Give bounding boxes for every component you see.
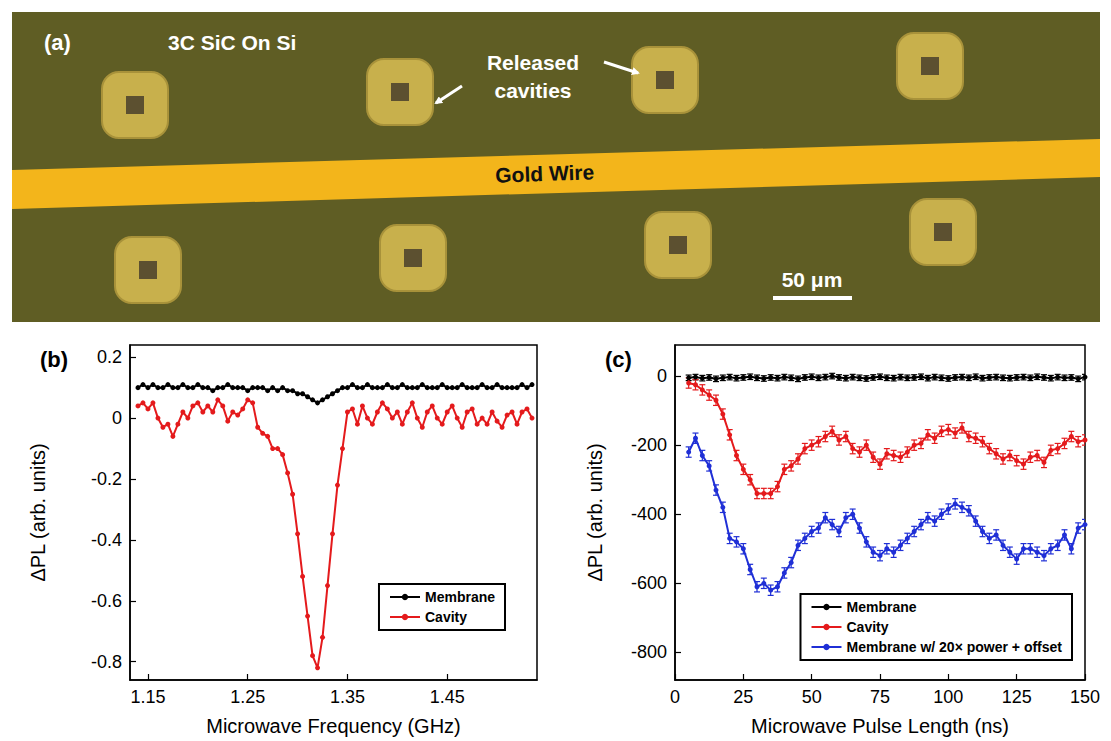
svg-text:Gold Wire: Gold Wire — [495, 160, 595, 186]
svg-text:150: 150 — [1070, 687, 1100, 707]
svg-text:100: 100 — [933, 687, 963, 707]
svg-text:75: 75 — [870, 687, 890, 707]
svg-text:(a): (a) — [44, 30, 71, 55]
svg-text:ΔPL (arb. units): ΔPL (arb. units) — [27, 443, 49, 581]
svg-text:Cavity: Cavity — [425, 609, 467, 625]
svg-text:0: 0 — [657, 366, 667, 386]
svg-text:125: 125 — [1002, 687, 1032, 707]
svg-text:0.2: 0.2 — [97, 347, 122, 367]
svg-text:0: 0 — [670, 687, 680, 707]
svg-text:Cavity: Cavity — [846, 619, 888, 635]
svg-text:0: 0 — [112, 408, 122, 428]
svg-text:3C SiC On Si: 3C SiC On Si — [168, 31, 296, 54]
svg-text:Microwave Frequency (GHz): Microwave Frequency (GHz) — [206, 715, 461, 737]
svg-text:1.35: 1.35 — [330, 687, 365, 707]
svg-text:(c): (c) — [605, 347, 632, 372]
svg-text:(b): (b) — [40, 347, 68, 372]
svg-text:Releasedcavities: Releasedcavities — [487, 51, 579, 102]
svg-text:50 μm: 50 μm — [782, 268, 843, 291]
svg-text:1.15: 1.15 — [130, 687, 165, 707]
svg-text:Microwave Pulse Length (ns): Microwave Pulse Length (ns) — [751, 715, 1009, 737]
svg-text:Membrane: Membrane — [846, 599, 916, 615]
svg-text:-0.6: -0.6 — [91, 591, 122, 611]
svg-text:1.25: 1.25 — [230, 687, 265, 707]
svg-text:-800: -800 — [631, 642, 667, 662]
svg-text:25: 25 — [733, 687, 753, 707]
svg-text:Membrane: Membrane — [425, 589, 495, 605]
svg-text:-0.4: -0.4 — [91, 530, 122, 550]
svg-text:-600: -600 — [631, 573, 667, 593]
svg-text:-0.8: -0.8 — [91, 652, 122, 672]
svg-text:50: 50 — [802, 687, 822, 707]
svg-text:-0.2: -0.2 — [91, 469, 122, 489]
svg-text:-200: -200 — [631, 435, 667, 455]
svg-text:-400: -400 — [631, 504, 667, 524]
svg-text:Membrane w/ 20× power + offset: Membrane w/ 20× power + offset — [846, 639, 1062, 655]
svg-text:ΔPL (arb. units): ΔPL (arb. units) — [584, 443, 606, 581]
svg-text:1.45: 1.45 — [430, 687, 465, 707]
